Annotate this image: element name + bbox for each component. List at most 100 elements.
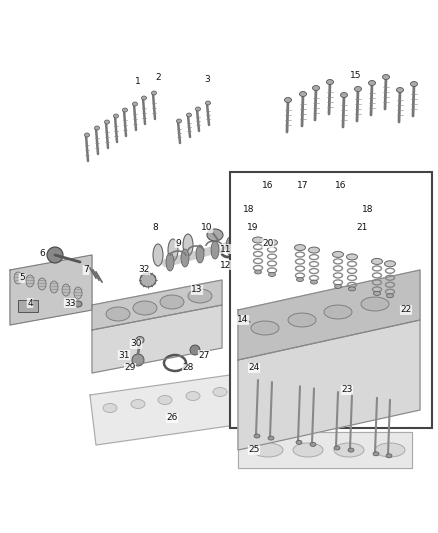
Ellipse shape	[166, 253, 174, 271]
Ellipse shape	[266, 239, 278, 246]
Ellipse shape	[334, 446, 340, 450]
Text: 7: 7	[83, 265, 89, 274]
Text: 11: 11	[220, 245, 232, 254]
Polygon shape	[238, 270, 420, 360]
Text: 8: 8	[152, 223, 158, 232]
Ellipse shape	[311, 280, 318, 284]
Text: 22: 22	[400, 305, 412, 314]
Ellipse shape	[251, 321, 279, 335]
Bar	[230, 172, 432, 428]
Text: 16: 16	[262, 182, 274, 190]
Text: 26: 26	[166, 414, 178, 423]
Ellipse shape	[373, 452, 379, 456]
Ellipse shape	[207, 229, 223, 241]
Polygon shape	[92, 305, 222, 373]
Ellipse shape	[348, 448, 354, 452]
Ellipse shape	[268, 272, 276, 277]
Ellipse shape	[136, 336, 144, 343]
Ellipse shape	[268, 436, 274, 440]
Ellipse shape	[213, 387, 227, 397]
Text: 16: 16	[335, 182, 347, 190]
Text: 1: 1	[135, 77, 141, 86]
Ellipse shape	[334, 443, 364, 457]
Ellipse shape	[196, 245, 204, 263]
Polygon shape	[92, 280, 222, 330]
Text: 9: 9	[175, 238, 181, 247]
Text: 17: 17	[297, 182, 309, 190]
Text: 30: 30	[130, 340, 142, 349]
Ellipse shape	[294, 245, 305, 251]
Ellipse shape	[300, 92, 307, 96]
Ellipse shape	[181, 249, 189, 267]
Ellipse shape	[410, 82, 417, 86]
Ellipse shape	[113, 114, 119, 118]
Text: 25: 25	[248, 446, 260, 455]
Ellipse shape	[105, 120, 110, 124]
Ellipse shape	[152, 91, 156, 95]
Ellipse shape	[38, 278, 46, 290]
Ellipse shape	[371, 259, 382, 264]
Ellipse shape	[386, 294, 393, 298]
Polygon shape	[90, 375, 236, 445]
Text: 33: 33	[64, 298, 76, 308]
Ellipse shape	[103, 403, 117, 413]
Text: 28: 28	[182, 364, 194, 373]
Ellipse shape	[158, 395, 172, 405]
Ellipse shape	[188, 289, 212, 303]
Ellipse shape	[106, 307, 130, 321]
Text: 13: 13	[191, 286, 203, 295]
Ellipse shape	[62, 284, 70, 296]
Ellipse shape	[308, 247, 319, 253]
Ellipse shape	[205, 101, 211, 105]
Text: 27: 27	[198, 351, 210, 359]
Ellipse shape	[177, 119, 181, 123]
Text: 18: 18	[243, 206, 255, 214]
Ellipse shape	[293, 443, 323, 457]
Ellipse shape	[195, 107, 201, 111]
Ellipse shape	[335, 285, 342, 288]
Ellipse shape	[354, 86, 361, 92]
Ellipse shape	[74, 287, 82, 299]
Ellipse shape	[285, 98, 292, 102]
Circle shape	[47, 247, 63, 263]
Ellipse shape	[368, 80, 375, 85]
Polygon shape	[238, 320, 420, 450]
Ellipse shape	[123, 108, 127, 112]
Text: 10: 10	[201, 223, 213, 232]
Ellipse shape	[254, 434, 260, 438]
Ellipse shape	[186, 392, 200, 400]
Ellipse shape	[140, 273, 156, 287]
Circle shape	[132, 354, 144, 366]
Ellipse shape	[26, 275, 34, 287]
Text: 23: 23	[341, 385, 353, 394]
Ellipse shape	[254, 270, 261, 274]
Text: 6: 6	[39, 248, 45, 257]
Ellipse shape	[382, 75, 389, 79]
Polygon shape	[238, 432, 412, 468]
Ellipse shape	[346, 254, 357, 260]
Text: 21: 21	[356, 223, 367, 232]
Ellipse shape	[168, 239, 178, 261]
Ellipse shape	[85, 133, 89, 137]
Text: 12: 12	[220, 261, 232, 270]
Ellipse shape	[160, 295, 184, 309]
Text: 19: 19	[247, 223, 259, 232]
Ellipse shape	[153, 244, 163, 266]
Ellipse shape	[396, 87, 403, 93]
Text: 5: 5	[19, 273, 25, 282]
Text: 24: 24	[248, 364, 260, 373]
Ellipse shape	[74, 301, 82, 307]
Ellipse shape	[297, 278, 304, 281]
Ellipse shape	[386, 454, 392, 458]
Ellipse shape	[332, 252, 343, 257]
Text: 3: 3	[204, 76, 210, 85]
Ellipse shape	[310, 442, 316, 447]
Text: 2: 2	[155, 72, 161, 82]
Circle shape	[190, 345, 200, 355]
Text: 31: 31	[118, 351, 130, 359]
Ellipse shape	[312, 85, 319, 91]
Ellipse shape	[374, 292, 381, 295]
Ellipse shape	[133, 301, 157, 315]
Ellipse shape	[340, 93, 347, 98]
Text: 32: 32	[138, 265, 150, 274]
